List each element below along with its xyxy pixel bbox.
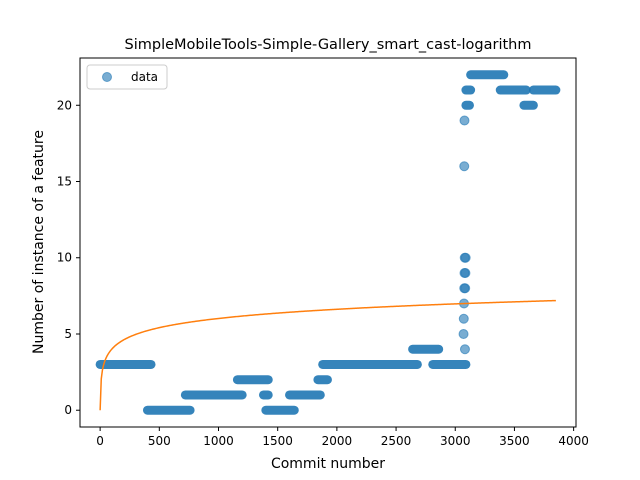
- x-tick-label: 2000: [322, 434, 353, 448]
- x-tick-label: 2500: [381, 434, 412, 448]
- plot-area: [95, 70, 561, 415]
- y-tick-label: 20: [57, 98, 72, 112]
- data-point: [459, 115, 470, 126]
- x-tick-label: 1500: [262, 434, 293, 448]
- series-data: [95, 70, 561, 415]
- fit-curve: [99, 299, 556, 411]
- y-tick-label: 10: [57, 251, 72, 265]
- y-tick-label: 0: [64, 403, 72, 417]
- axes-frame: [79, 57, 577, 428]
- legend-box: [86, 64, 168, 90]
- x-tick-label: 3500: [499, 434, 530, 448]
- data-point: [460, 252, 471, 263]
- x-tick-label: 1000: [203, 434, 234, 448]
- y-axis-label: Number of instance of a feature: [31, 130, 47, 354]
- legend: data: [86, 64, 168, 90]
- x-axis-label: Commit number: [271, 456, 385, 472]
- data-point: [459, 161, 470, 172]
- x-axis: 0 500 1000 1500 2000 2500 3000 3500 4000: [96, 427, 589, 448]
- x-tick-label: 4000: [558, 434, 589, 448]
- x-tick-label: 500: [148, 434, 171, 448]
- y-tick-label: 5: [64, 327, 72, 341]
- data-point: [460, 283, 471, 294]
- y-tick-label: 15: [57, 175, 72, 189]
- x-tick-label: 3000: [440, 434, 471, 448]
- data-point: [458, 328, 469, 339]
- legend-marker-data: [102, 72, 112, 82]
- data-point: [460, 267, 471, 278]
- x-tick-label: 0: [96, 434, 104, 448]
- legend-label-data: data: [131, 70, 158, 84]
- y-axis: 0 5 10 15 20: [57, 98, 80, 417]
- data-point: [458, 313, 469, 324]
- chart-title: SimpleMobileTools-Simple-Gallery_smart_c…: [125, 37, 532, 53]
- data-point: [459, 344, 470, 355]
